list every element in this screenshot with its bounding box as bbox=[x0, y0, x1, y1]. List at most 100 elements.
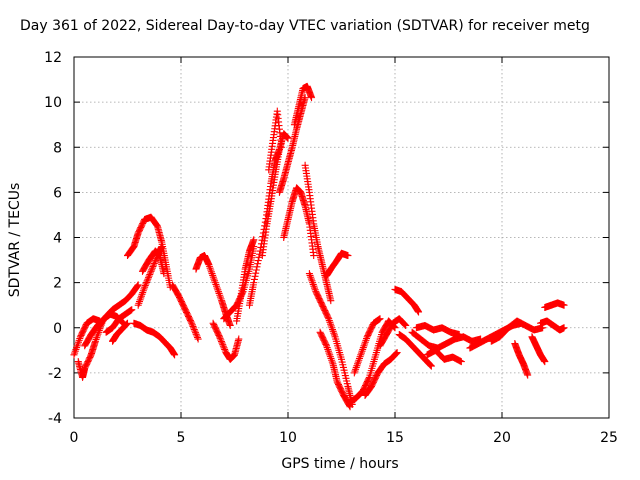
y-tick-label: 12 bbox=[44, 50, 62, 66]
data-point bbox=[216, 334, 224, 342]
data-point bbox=[401, 321, 409, 329]
data-point bbox=[427, 361, 435, 369]
data-point bbox=[252, 266, 260, 274]
data-point bbox=[148, 266, 156, 274]
data-point bbox=[216, 333, 224, 341]
axes bbox=[73, 56, 610, 419]
data-point bbox=[145, 272, 153, 280]
data-point bbox=[146, 271, 154, 279]
data-point bbox=[284, 134, 292, 142]
data-point bbox=[250, 275, 258, 283]
y-tick-label: 6 bbox=[53, 185, 62, 201]
data-point bbox=[192, 330, 200, 338]
data-point bbox=[128, 306, 136, 314]
data-point bbox=[193, 332, 201, 340]
data-point bbox=[278, 143, 286, 151]
x-tick-label: 20 bbox=[493, 430, 511, 446]
x-tick-label: 15 bbox=[386, 430, 404, 446]
data-point bbox=[402, 321, 410, 329]
data-point bbox=[226, 321, 234, 329]
data-point bbox=[327, 297, 335, 305]
data-point bbox=[560, 301, 568, 309]
data-point bbox=[152, 256, 160, 264]
data-point bbox=[415, 308, 423, 316]
y-tick-label: -4 bbox=[48, 411, 62, 427]
data-point bbox=[144, 275, 152, 283]
data-point bbox=[219, 341, 227, 349]
data-point bbox=[150, 259, 158, 267]
data-point bbox=[392, 349, 400, 357]
data-point bbox=[188, 319, 196, 327]
data-point bbox=[189, 322, 197, 330]
y-tick-label: 10 bbox=[44, 95, 62, 111]
data-point bbox=[426, 361, 434, 369]
data-point bbox=[142, 280, 150, 288]
x-tick-label: 25 bbox=[600, 430, 618, 446]
data-point bbox=[217, 338, 225, 346]
data-point bbox=[560, 324, 568, 332]
data-point bbox=[143, 277, 151, 285]
data-point bbox=[310, 252, 318, 260]
x-tick-label: 0 bbox=[70, 430, 79, 446]
data-point bbox=[218, 339, 226, 347]
y-axis-label: SDTVAR / TECUs bbox=[7, 182, 23, 298]
data-point bbox=[455, 331, 463, 339]
data-point bbox=[524, 371, 532, 379]
data-point bbox=[144, 274, 152, 282]
data-point bbox=[192, 329, 200, 337]
data-point bbox=[541, 358, 549, 366]
data-point bbox=[187, 318, 195, 326]
data-point bbox=[215, 331, 223, 339]
data-point bbox=[235, 335, 243, 343]
data-point bbox=[220, 344, 228, 352]
data-point bbox=[124, 319, 131, 327]
data-point bbox=[322, 340, 330, 348]
data-point bbox=[148, 264, 156, 272]
data-point bbox=[160, 270, 168, 278]
data-point bbox=[344, 252, 352, 260]
data-point bbox=[345, 402, 353, 410]
data-point bbox=[251, 272, 259, 280]
data-point bbox=[250, 236, 258, 244]
data-point bbox=[193, 333, 201, 341]
data-point bbox=[221, 345, 229, 353]
data-point bbox=[134, 282, 142, 290]
data-point bbox=[123, 320, 131, 328]
y-tick-label: -2 bbox=[48, 366, 62, 382]
data-point bbox=[190, 324, 198, 332]
data-point bbox=[158, 243, 166, 251]
data-point bbox=[188, 321, 196, 329]
data-point bbox=[147, 267, 155, 275]
data-point bbox=[191, 327, 199, 335]
data-point bbox=[151, 258, 159, 266]
data-point bbox=[255, 253, 263, 261]
data-points bbox=[70, 82, 568, 411]
y-tick-label: 0 bbox=[53, 321, 62, 337]
data-point bbox=[152, 255, 160, 263]
data-point bbox=[134, 281, 142, 289]
data-point bbox=[190, 326, 198, 334]
data-point bbox=[141, 282, 149, 290]
data-point bbox=[143, 278, 151, 286]
data-point bbox=[150, 261, 158, 269]
data-point bbox=[254, 257, 262, 265]
grid bbox=[74, 57, 609, 418]
data-point bbox=[122, 321, 130, 329]
data-point bbox=[427, 362, 435, 370]
data-point bbox=[252, 269, 260, 277]
data-point bbox=[146, 269, 154, 277]
data-point bbox=[253, 263, 261, 271]
data-point bbox=[217, 336, 225, 344]
data-point bbox=[457, 358, 465, 366]
data-point bbox=[400, 320, 408, 328]
data-point bbox=[376, 315, 384, 323]
y-tick-label: 4 bbox=[53, 231, 62, 247]
data-point bbox=[393, 349, 401, 357]
y-tick-label: 8 bbox=[53, 140, 62, 156]
tick-labels: 0 5 10 15 20 25 -4 -2 0 2 4 6 8 10 12 bbox=[44, 50, 618, 446]
y-tick-label: 2 bbox=[53, 276, 62, 292]
data-point bbox=[141, 283, 149, 291]
chart-title: Day 361 of 2022, Sidereal Day-to-day VTE… bbox=[20, 18, 590, 34]
data-point bbox=[194, 335, 202, 343]
